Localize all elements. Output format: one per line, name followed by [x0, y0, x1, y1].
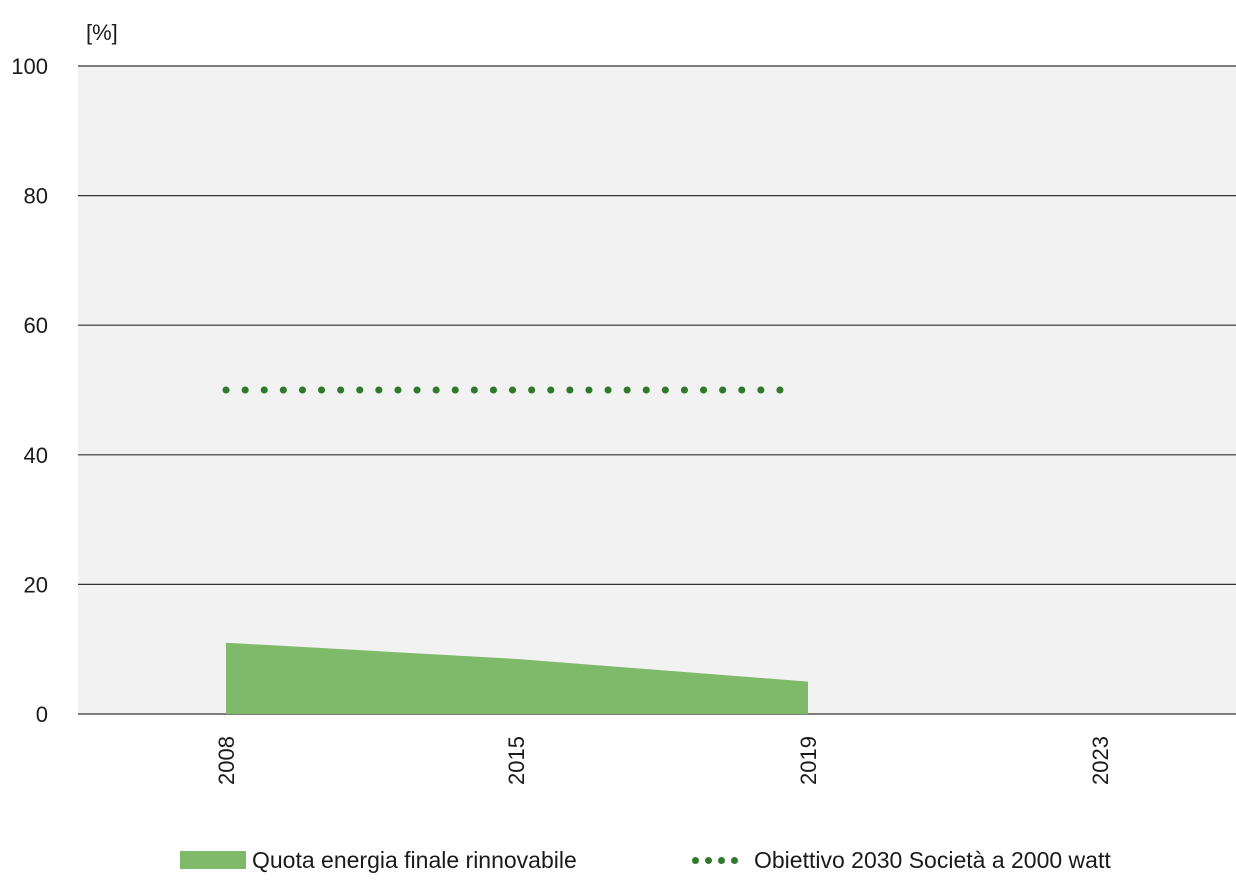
gridlines	[78, 65, 1236, 715]
y-tick-label: 0	[36, 702, 48, 727]
legend-swatch-dots	[692, 856, 744, 864]
legend-item-area: Quota energia finale rinnovabile	[180, 842, 577, 878]
x-tick-label: 2008	[214, 736, 239, 785]
legend-item-target: Obiettivo 2030 Società a 2000 watt	[692, 842, 1111, 878]
x-tick-label: 2023	[1088, 736, 1113, 785]
y-tick-label: 60	[24, 313, 48, 338]
y-axis-ticks: 0 20 40 60 80 100	[11, 54, 48, 727]
legend-label-target: Obiettivo 2030 Società a 2000 watt	[754, 846, 1111, 873]
legend-label-area: Quota energia finale rinnovabile	[252, 846, 577, 873]
x-tick-label: 2015	[504, 736, 529, 785]
plot-background	[78, 66, 1236, 714]
series-layer	[222, 386, 808, 714]
chart: 0 20 40 60 80 100 2008 2015 2019 2023 [%]	[11, 20, 1236, 785]
y-unit-label: [%]	[86, 20, 118, 45]
area-series-renewable-share	[226, 642, 808, 714]
x-tick-label: 2019	[796, 736, 821, 785]
y-tick-label: 80	[24, 184, 48, 209]
y-tick-label: 100	[11, 54, 48, 79]
legend-swatch-area	[180, 851, 246, 869]
x-axis-ticks: 2008 2015 2019 2023	[214, 736, 1113, 785]
y-tick-label: 40	[24, 443, 48, 468]
legend: Quota energia finale rinnovabile Obietti…	[0, 842, 1236, 878]
y-tick-label: 20	[24, 572, 48, 597]
